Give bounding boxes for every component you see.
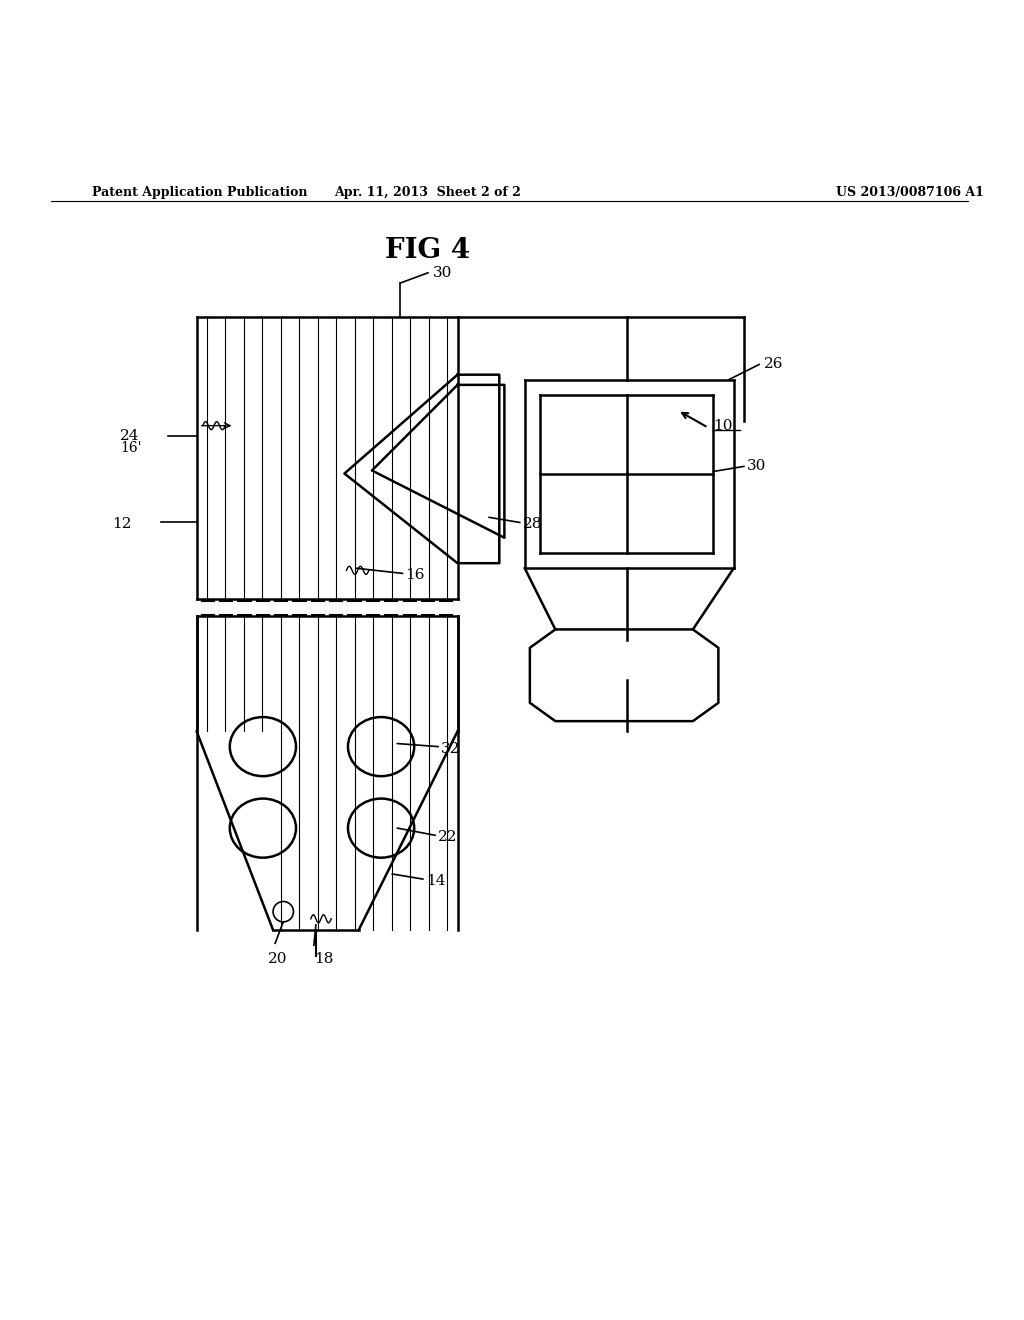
Text: US 2013/0087106 A1: US 2013/0087106 A1 — [836, 186, 983, 199]
Ellipse shape — [229, 799, 296, 858]
Text: 14: 14 — [426, 874, 445, 888]
Text: 16': 16' — [120, 441, 141, 455]
Text: 20: 20 — [268, 952, 288, 965]
Text: 24: 24 — [120, 429, 139, 442]
Text: Apr. 11, 2013  Sheet 2 of 2: Apr. 11, 2013 Sheet 2 of 2 — [335, 186, 521, 199]
Text: 28: 28 — [522, 517, 542, 532]
Ellipse shape — [229, 717, 296, 776]
Text: FIG 4: FIG 4 — [385, 238, 471, 264]
Ellipse shape — [348, 799, 415, 858]
Text: 22: 22 — [438, 830, 458, 845]
Text: 30: 30 — [746, 459, 766, 474]
Text: 12: 12 — [112, 517, 132, 532]
Text: Patent Application Publication: Patent Application Publication — [92, 186, 307, 199]
Ellipse shape — [348, 717, 415, 776]
Text: 18: 18 — [313, 952, 333, 965]
Text: 26: 26 — [764, 358, 783, 371]
Text: 16: 16 — [406, 569, 425, 582]
Text: 30: 30 — [433, 265, 453, 280]
Text: 32: 32 — [441, 742, 461, 755]
Text: 10: 10 — [714, 418, 733, 433]
